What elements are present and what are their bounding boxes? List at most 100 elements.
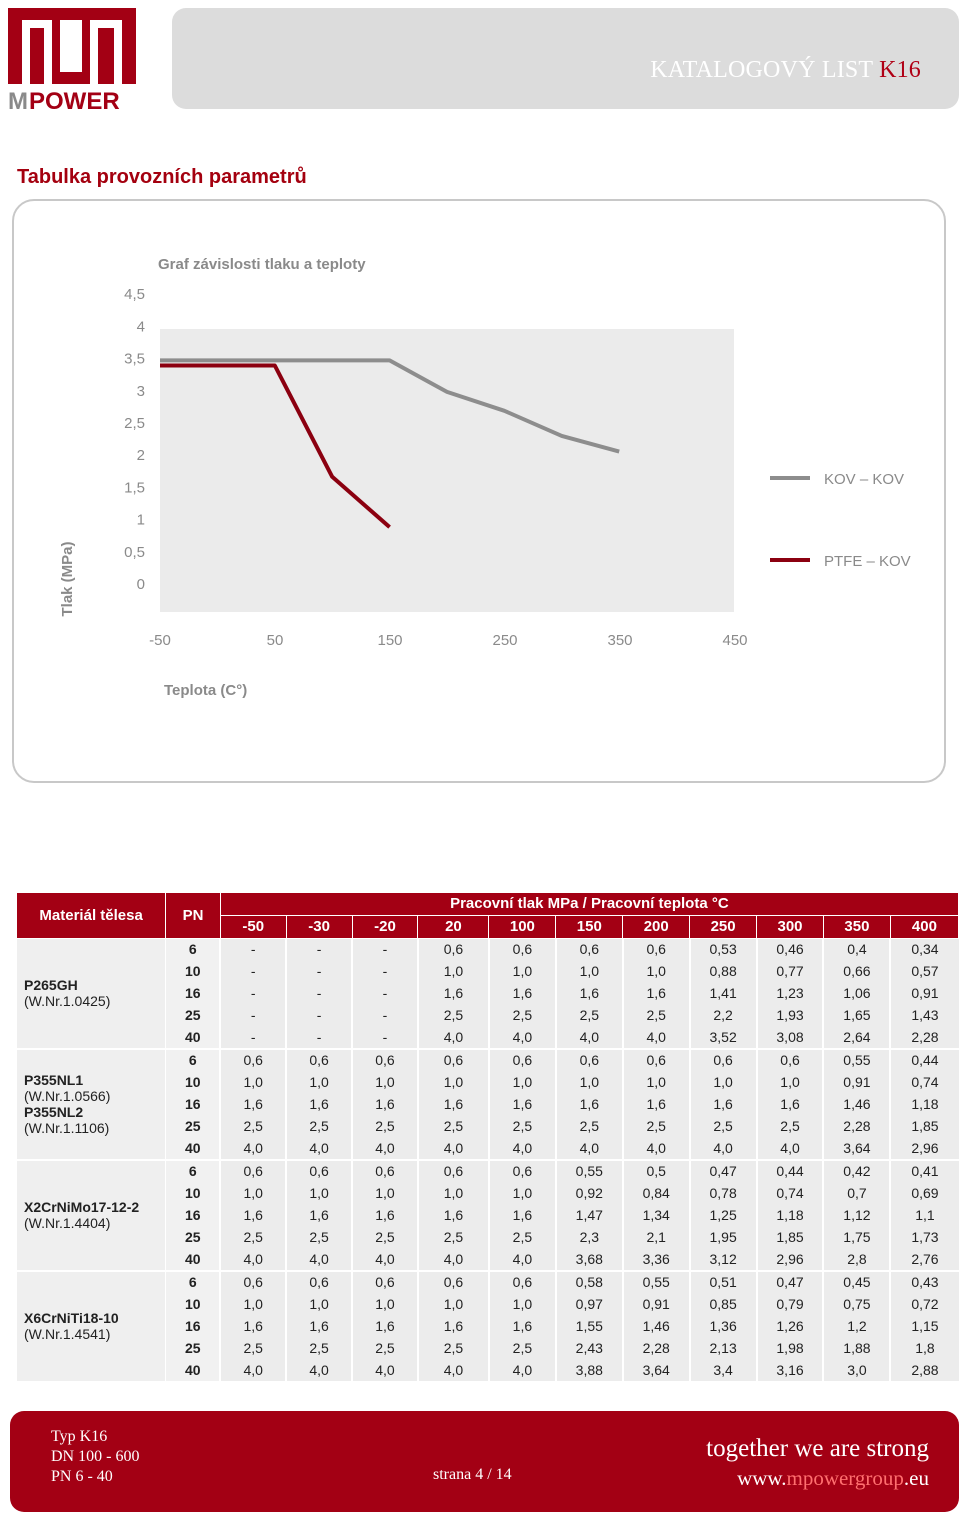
pressure-value: 4,0 [554,1025,623,1050]
pressure-value: 4,0 [219,1247,287,1272]
pressure-value: 1,95 [688,1225,757,1248]
pressure-value: 2,5 [219,1225,287,1248]
header-temp: 350 [822,914,891,939]
table-row: P355NL1 (W.Nr.1.0566) P355NL2 (W.Nr.1.1106)… [15,1048,959,1161]
header-temp: 300 [756,914,824,939]
pressure-value: - [285,938,353,961]
y-tick-label: 0,5 [124,544,145,561]
pressure-value: 1,8 [889,1336,959,1359]
mpower-logo: M POWER [8,8,136,114]
pressure-value: 1,93 [755,1003,824,1026]
pressure-value: 4,0 [487,1025,556,1050]
pressure-value: 4,0 [416,1358,489,1383]
pn-cell: 6 [165,1270,221,1294]
x-tick-label: -50 [149,632,171,649]
pressure-value: 2,5 [487,1225,556,1248]
pressure-value: 1,6 [554,982,623,1004]
table-row: 40 4,0 4,0 4,0 4,0 4,0 3,68 3,36 3,12 2,96 2,8 2,76 [17,1247,959,1272]
pressure-value: 1,47 [554,1204,623,1226]
header-bar: KATALOGOVÝ LIST K16 [172,8,959,109]
pn-cell: 10 [165,1071,221,1094]
pressure-value: 1,0 [621,1071,690,1094]
pressure-value: 2,5 [554,1114,623,1137]
pressure-value: 1,6 [351,1315,418,1337]
pressure-value: - [285,1003,353,1026]
pressure-value: 0,6 [416,1270,489,1294]
footer-pn: PN 6 - 40 [51,1468,113,1485]
pressure-value: 2,5 [621,1003,690,1026]
pn-cell: 40 [165,1247,221,1272]
material-cell: P265GH (W.Nr.1.0425) [15,937,167,1050]
pressure-value: 0,6 [621,938,690,961]
pressure-value: 1,6 [219,1204,287,1226]
pressure-value: 1,0 [416,1182,489,1205]
pressure-value: 1,6 [554,1093,623,1115]
pressure-value: 4,0 [285,1247,353,1272]
section-title: Tabulka provozních parametrů [17,166,307,188]
material-name: P265GH [24,977,78,994]
pressure-value: 2,5 [487,1003,556,1026]
pressure-value: 0,6 [351,1159,418,1183]
pressure-value: 0,55 [554,1159,623,1183]
pn-cell: 16 [165,1093,221,1115]
pressure-value: 3,64 [822,1136,891,1161]
table-row: 25 2,5 2,5 2,5 2,5 2,5 2,43 2,28 2,13 1,98 1,88 1,8 [17,1336,959,1359]
pressure-value: 0,6 [487,1048,556,1072]
pressure-value: 0,77 [755,960,824,983]
pressure-value: 4,0 [487,1358,556,1383]
pressure-value: 2,5 [351,1225,418,1248]
pressure-value: 4,0 [219,1136,287,1161]
material-name: P355NL1 [24,1072,84,1089]
header-pn: PN [165,892,221,939]
legend-label: PTFE – KOV [824,553,911,570]
pressure-value: 1,73 [889,1225,959,1248]
pressure-value: 4,0 [416,1025,489,1050]
table-row: 25 2,5 2,5 2,5 2,5 2,5 2,5 2,5 2,5 2,5 2,28 1,85 [17,1114,959,1137]
pressure-value: 1,6 [351,1204,418,1226]
pressure-value: 1,6 [487,1093,556,1115]
material-number: (W.Nr.1.4541) [24,1326,111,1343]
pressure-value: 1,85 [889,1114,959,1137]
pressure-value: 1,6 [487,1315,556,1337]
pressure-value: 1,6 [621,982,690,1004]
pressure-value: - [351,960,418,983]
pn-cell: 16 [165,1204,221,1226]
catalog-title: KATALOGOVÝ LIST K16 [650,57,921,83]
pn-cell: 16 [165,1315,221,1337]
footer-url[interactable]: www.mpowergroup.eu [737,1466,929,1490]
pressure-value: 4,0 [621,1025,690,1050]
pressure-value: 1,15 [889,1315,959,1337]
material-number: (W.Nr.1.1106) [24,1120,110,1137]
pressure-value: 1,6 [621,1093,690,1115]
header-material: Materiál tělesa [15,892,167,939]
pn-cell: 40 [165,1025,221,1050]
pressure-value: 0,78 [688,1182,757,1205]
pressure-value: 1,36 [688,1315,757,1337]
table-row: 25 2,5 2,5 2,5 2,5 2,5 2,3 2,1 1,95 1,85 1,75 1,73 [17,1225,959,1248]
pressure-value: 3,64 [621,1358,690,1383]
pressure-value: 2,5 [219,1114,287,1137]
material-name: X2CrNiMo17-12-2 [24,1199,140,1216]
y-tick-label: 3,5 [124,351,145,368]
pressure-value: 4,0 [416,1136,489,1161]
pressure-value: 2,5 [621,1114,690,1137]
y-tick-label: 2,5 [124,415,145,432]
series-line [160,358,620,454]
pressure-value: 2,5 [487,1114,556,1137]
table-row: 16 1,6 1,6 1,6 1,6 1,6 1,55 1,46 1,36 1,26 1,2 1,15 [17,1315,959,1337]
pressure-value: 0,6 [285,1048,353,1072]
pressure-value: 2,13 [688,1336,757,1359]
pressure-value: 4,0 [755,1136,824,1161]
pressure-value: 1,0 [755,1071,824,1094]
pressure-value: 0,66 [822,960,891,983]
pressure-value: 0,97 [554,1293,623,1316]
pressure-value: 1,0 [621,960,690,983]
pressure-value: 2,1 [621,1225,690,1248]
pressure-value: 1,0 [487,960,556,983]
pressure-value: 4,0 [416,1247,489,1272]
pressure-value: - [219,982,287,1004]
pressure-value: - [219,1003,287,1026]
pressure-value: - [219,960,287,983]
pressure-value: 1,6 [219,1093,287,1115]
operating-parameters-table: Materiál tělesa PN Pracovní tlak MPa / P… [15,892,960,1383]
